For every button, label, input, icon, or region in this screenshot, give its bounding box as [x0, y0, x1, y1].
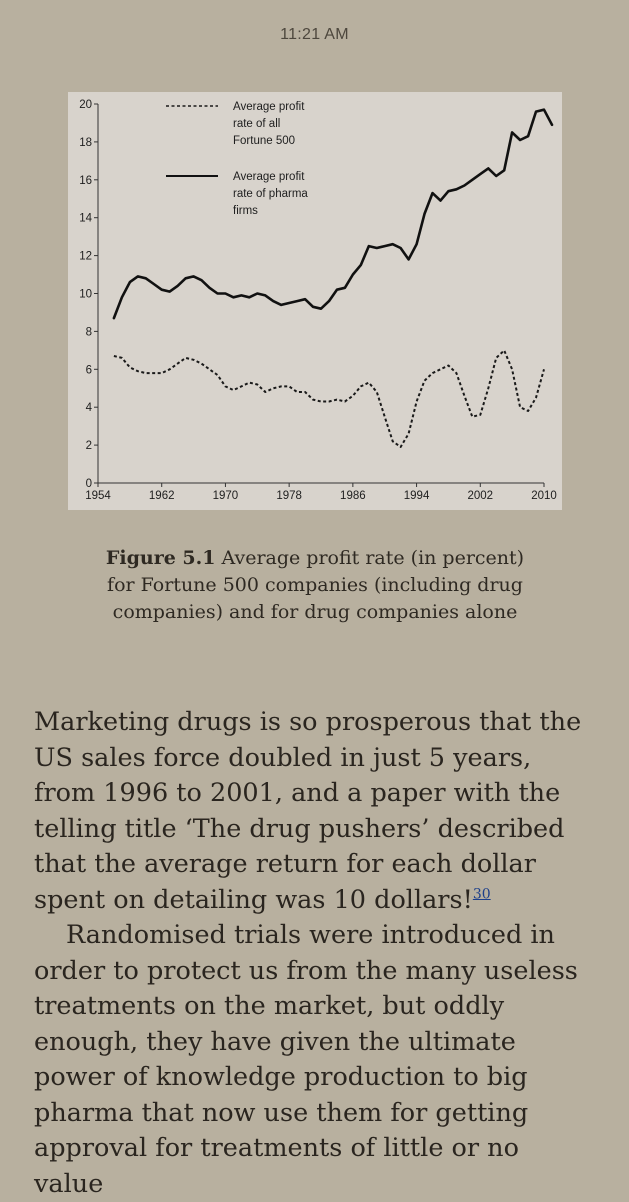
- x-tick-label: 1994: [404, 490, 430, 502]
- y-tick-label: 8: [86, 326, 92, 338]
- x-tick-label: 2002: [467, 490, 493, 502]
- series-line-pharma: [112, 108, 554, 320]
- status-bar-time: 11:21 AM: [280, 26, 349, 43]
- legend-label: Average profit: [233, 171, 305, 183]
- series-line-fortune500: [113, 349, 545, 448]
- y-tick-label: 16: [79, 175, 92, 187]
- x-tick-label: 2010: [531, 490, 557, 502]
- paragraph-1-text: Marketing drugs is so prosperous that th…: [34, 707, 582, 915]
- paragraph-2: Randomised trials were introduced in ord…: [34, 920, 578, 1199]
- y-tick-label: 0: [86, 478, 92, 490]
- x-tick-label: 1986: [340, 490, 366, 502]
- legend-label: Average profit: [233, 101, 305, 113]
- figure-caption-label: Figure 5.1: [105, 547, 216, 569]
- y-tick-label: 20: [79, 99, 92, 111]
- legend-label: firms: [233, 205, 258, 217]
- y-tick-label: 14: [79, 213, 92, 225]
- legend-label: Fortune 500: [233, 135, 295, 147]
- figure-image: 0 2 4 6 8 10 12 14 16 18 20 1954 1962 1970 1978 1986 199…: [68, 92, 562, 510]
- book-body-text: Marketing drugs is so prosperous that th…: [34, 705, 594, 1202]
- x-tick-label: 1978: [276, 490, 302, 502]
- y-tick-label: 4: [86, 402, 93, 414]
- y-tick-label: 18: [79, 137, 92, 149]
- figure-caption-text: Average profit rate (in percent) for For…: [107, 547, 525, 623]
- legend-label: rate of all: [233, 118, 280, 130]
- y-tick-label: 2: [86, 440, 92, 452]
- paragraph-1: Marketing drugs is so prosperous that th…: [34, 705, 594, 918]
- figure-caption: Figure 5.1 Average profit rate (in perce…: [100, 545, 530, 626]
- y-tick-label: 10: [79, 289, 92, 301]
- x-tick-label: 1970: [213, 490, 239, 502]
- profit-rate-chart: 0 2 4 6 8 10 12 14 16 18 20 1954 1962 1970 1978 1986 199…: [79, 99, 557, 502]
- y-tick-label: 6: [86, 364, 92, 376]
- y-tick-label: 12: [79, 251, 92, 263]
- x-tick-label: 1954: [85, 490, 111, 502]
- legend-label: rate of pharma: [233, 188, 308, 200]
- x-tick-label: 1962: [149, 490, 175, 502]
- footnote-link[interactable]: 30: [472, 886, 491, 902]
